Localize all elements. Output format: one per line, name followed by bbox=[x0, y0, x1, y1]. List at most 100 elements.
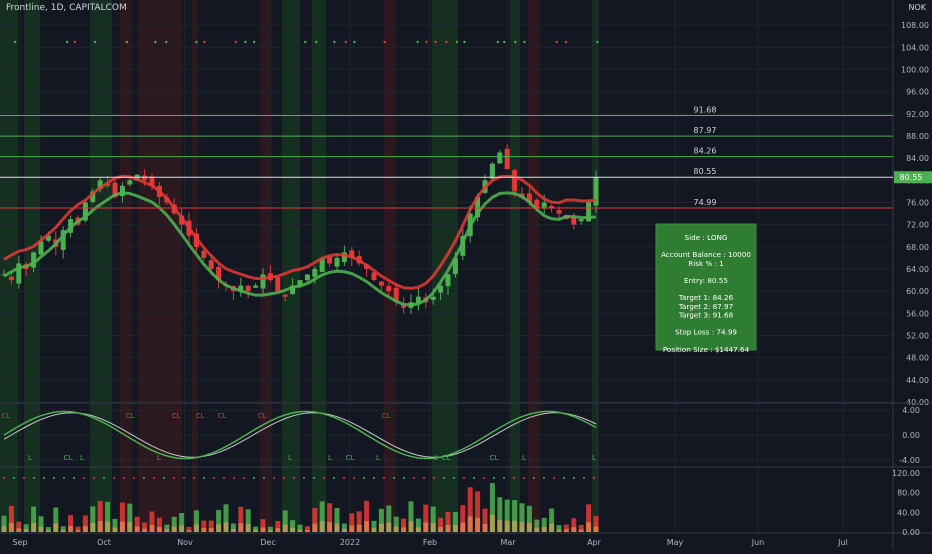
signal-dot bbox=[253, 40, 256, 44]
shade-band bbox=[90, 0, 112, 532]
osc-signal-bottom: CL bbox=[442, 454, 451, 462]
volume-ma-bar bbox=[304, 529, 310, 532]
candle-body bbox=[97, 180, 103, 190]
volume-bar bbox=[112, 518, 118, 532]
volume-bar bbox=[445, 511, 451, 532]
volume-ma-bar bbox=[31, 523, 37, 532]
candle-body bbox=[216, 266, 222, 281]
volume-ma-bar bbox=[571, 527, 577, 532]
volume-ma-bar bbox=[60, 530, 66, 532]
volume-bar bbox=[349, 513, 355, 532]
volume-bar bbox=[171, 516, 177, 532]
volume-ma-bar bbox=[149, 524, 155, 532]
volume-dot bbox=[523, 477, 525, 479]
candle-body bbox=[571, 217, 577, 225]
volume-ma-bar bbox=[216, 524, 222, 532]
volume-dot bbox=[133, 477, 135, 479]
volume-ma-bar bbox=[445, 524, 451, 532]
candle-body bbox=[142, 175, 148, 181]
volume-dot bbox=[343, 477, 345, 479]
volume-bar bbox=[193, 510, 199, 532]
volume-ma-bar bbox=[82, 526, 88, 532]
signal-dot bbox=[383, 40, 386, 44]
volume-ma-bar bbox=[334, 523, 340, 532]
info-box-line: Position Size : $1447.64 bbox=[663, 345, 750, 354]
volume-ma-bar bbox=[105, 521, 111, 532]
candle-body bbox=[578, 219, 584, 222]
volume-dot bbox=[353, 477, 355, 479]
volume-bar bbox=[319, 501, 325, 532]
signal-dot bbox=[463, 40, 466, 44]
info-box-line: Target 3: 91.68 bbox=[678, 310, 734, 319]
osc-signal-bottom: CL bbox=[346, 454, 355, 462]
volume-dot bbox=[593, 477, 595, 479]
y-tick-label: 56.00 bbox=[906, 309, 929, 318]
volume-ma-bar bbox=[16, 528, 22, 532]
volume-dot bbox=[383, 477, 385, 479]
candle-body bbox=[534, 199, 540, 208]
candle-body bbox=[282, 294, 288, 297]
signal-dot bbox=[596, 40, 599, 44]
signal-dot bbox=[195, 40, 198, 44]
volume-bar bbox=[186, 526, 192, 532]
candle-body bbox=[290, 285, 296, 294]
x-tick-label: Dec bbox=[260, 538, 275, 547]
volume-dot bbox=[33, 477, 35, 479]
volume-dot bbox=[563, 477, 565, 479]
volume-ma-bar bbox=[438, 527, 444, 532]
shade-band bbox=[384, 0, 396, 532]
volume-bar bbox=[504, 499, 510, 532]
signal-dot bbox=[514, 40, 517, 44]
candle-body bbox=[430, 296, 436, 300]
shade-band bbox=[592, 0, 598, 532]
volume-dot bbox=[243, 477, 245, 479]
volume-bar bbox=[260, 519, 266, 532]
signal-dot bbox=[333, 40, 336, 44]
volume-bar bbox=[371, 520, 377, 532]
volume-ma-bar bbox=[179, 525, 185, 532]
osc-signal-bottom: L bbox=[157, 454, 161, 462]
volume-bar bbox=[312, 507, 318, 532]
currency-label: NOK bbox=[908, 3, 926, 12]
osc-signal-bottom: L bbox=[288, 454, 292, 462]
volume-dot bbox=[553, 477, 555, 479]
volume-dot bbox=[193, 477, 195, 479]
volume-dot bbox=[203, 477, 205, 479]
candle-body bbox=[512, 170, 518, 192]
volume-bar bbox=[282, 510, 288, 532]
candle-body bbox=[304, 274, 310, 281]
candle-body bbox=[312, 268, 318, 277]
last-price-tag bbox=[894, 171, 932, 184]
y-tick-label: 104.00 bbox=[901, 43, 929, 52]
y-tick-label: 60.00 bbox=[906, 287, 929, 296]
volume-bar bbox=[179, 513, 185, 532]
volume-bar bbox=[489, 483, 495, 532]
candle-body bbox=[504, 148, 510, 170]
volume-ma-bar bbox=[90, 523, 96, 532]
volume-bar bbox=[526, 505, 532, 532]
volume-dot bbox=[113, 477, 115, 479]
candle-body bbox=[297, 280, 303, 286]
volume-bar bbox=[386, 505, 392, 532]
x-tick-label: Feb bbox=[423, 538, 437, 547]
volume-ma-bar bbox=[541, 527, 547, 532]
volume-dot bbox=[313, 477, 315, 479]
volume-dot bbox=[83, 477, 85, 479]
volume-ma-bar bbox=[97, 521, 103, 532]
volume-dot bbox=[263, 477, 265, 479]
volume-bar bbox=[452, 511, 458, 532]
trend-band-upper bbox=[3, 174, 597, 290]
volume-bar bbox=[127, 503, 133, 532]
candle-body bbox=[415, 296, 421, 303]
volume-bar bbox=[16, 521, 22, 532]
volume-dot bbox=[223, 477, 225, 479]
signal-dot bbox=[165, 40, 168, 44]
level-label: 91.68 bbox=[694, 106, 717, 115]
info-box-line: Target 1: 84.26 bbox=[678, 293, 734, 302]
y-tick-label: 92.00 bbox=[906, 110, 929, 119]
volume-bar bbox=[275, 520, 281, 532]
candle-body bbox=[112, 182, 118, 197]
level-label: 87.97 bbox=[694, 126, 717, 135]
